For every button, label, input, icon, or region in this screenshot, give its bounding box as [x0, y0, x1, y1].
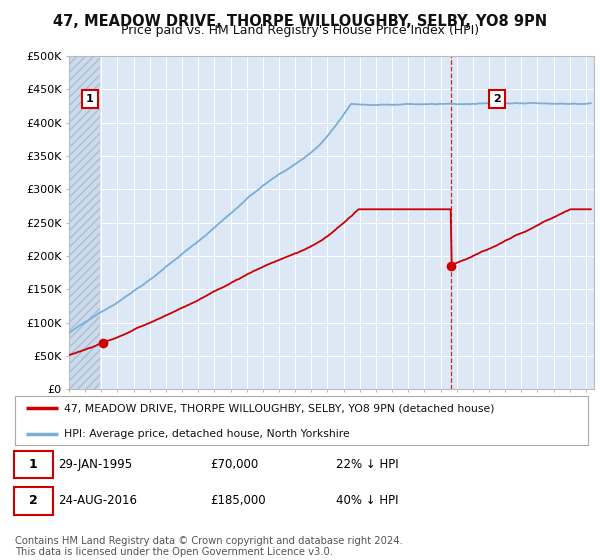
Text: 40% ↓ HPI: 40% ↓ HPI — [336, 494, 398, 507]
Text: 47, MEADOW DRIVE, THORPE WILLOUGHBY, SELBY, YO8 9PN: 47, MEADOW DRIVE, THORPE WILLOUGHBY, SEL… — [53, 14, 547, 29]
Text: £185,000: £185,000 — [210, 494, 265, 507]
Text: Contains HM Land Registry data © Crown copyright and database right 2024.
This d: Contains HM Land Registry data © Crown c… — [15, 535, 403, 557]
Text: HPI: Average price, detached house, North Yorkshire: HPI: Average price, detached house, Nort… — [64, 430, 349, 440]
Text: 24-AUG-2016: 24-AUG-2016 — [58, 494, 137, 507]
Text: 47, MEADOW DRIVE, THORPE WILLOUGHBY, SELBY, YO8 9PN (detached house): 47, MEADOW DRIVE, THORPE WILLOUGHBY, SEL… — [64, 403, 494, 413]
Text: 1: 1 — [86, 94, 94, 104]
FancyBboxPatch shape — [14, 451, 53, 478]
Text: 1: 1 — [29, 458, 38, 471]
Text: £70,000: £70,000 — [210, 458, 258, 471]
Text: 2: 2 — [493, 94, 501, 104]
Text: Price paid vs. HM Land Registry's House Price Index (HPI): Price paid vs. HM Land Registry's House … — [121, 24, 479, 36]
Text: 22% ↓ HPI: 22% ↓ HPI — [336, 458, 398, 471]
Text: 2: 2 — [29, 494, 38, 507]
Text: 29-JAN-1995: 29-JAN-1995 — [58, 458, 132, 471]
FancyBboxPatch shape — [14, 487, 53, 515]
